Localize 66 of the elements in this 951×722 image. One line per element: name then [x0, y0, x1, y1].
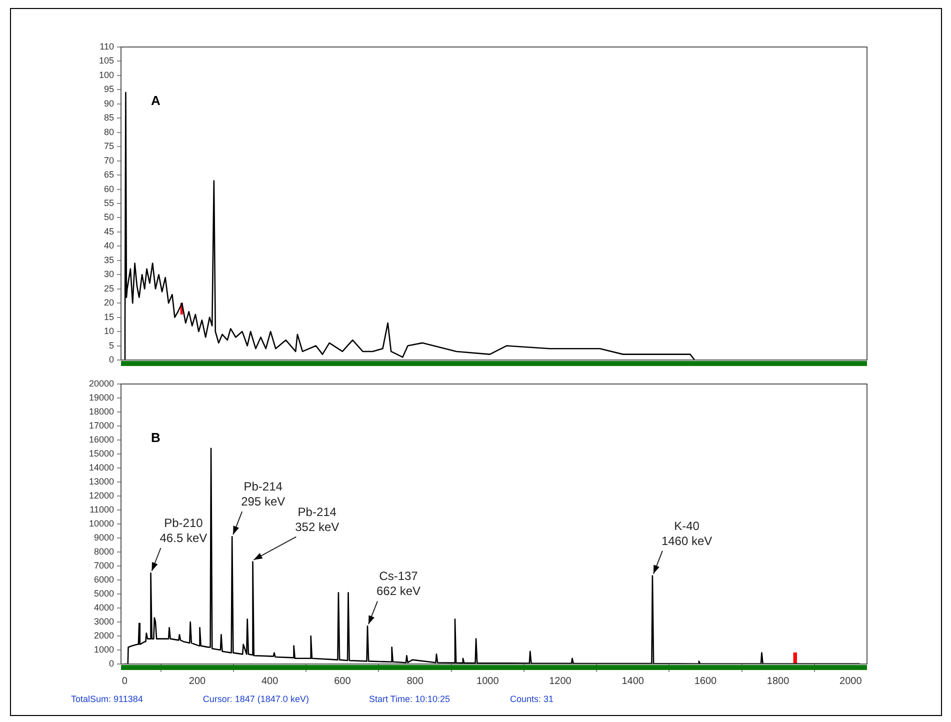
- y-tick-label: 19000: [88, 392, 114, 402]
- text: Cursor: 1847 (1847.0 keV): [202, 694, 309, 704]
- y-tick-label: 55: [104, 198, 114, 208]
- x-tick-label: 1800: [766, 676, 790, 687]
- x-tick-label: 0: [122, 676, 128, 687]
- y-tick-label: 15: [104, 312, 114, 322]
- y-tick-label: 13000: [88, 476, 114, 486]
- y-tick-label: 0: [108, 658, 114, 668]
- x-tick-label: 800: [406, 676, 424, 687]
- text: TotalSum: 911384: [71, 694, 143, 704]
- y-tick-label: 10: [104, 326, 114, 336]
- y-tick-label: 4000: [94, 602, 114, 612]
- y-tick-label: 20: [104, 298, 114, 308]
- annotation: Pb-214 352 keV: [295, 504, 340, 534]
- y-tick-label: 100: [98, 70, 114, 80]
- y-tick-label: 2000: [94, 630, 114, 640]
- annotation: K-40 1460 keV: [661, 518, 712, 548]
- annotation: Pb-214 295 keV: [241, 480, 286, 509]
- y-tick-label: 6000: [94, 574, 114, 584]
- x-tick-label: 1600: [694, 676, 718, 687]
- text: Start Time: 10:10:25: [368, 694, 450, 704]
- y-tick-label: 10000: [88, 518, 114, 528]
- text: Counts: 31: [510, 694, 554, 704]
- y-tick-label: 5: [108, 340, 114, 350]
- text: A: [151, 93, 161, 108]
- y-tick-label: 50: [104, 212, 114, 222]
- annotation: Pb-210 46.5 keV: [160, 516, 208, 545]
- y-tick-label: 0: [108, 354, 114, 364]
- y-tick-label: 65: [104, 170, 114, 180]
- y-tick-label: 25: [104, 283, 114, 294]
- y-tick-label: 60: [104, 184, 114, 194]
- y-tick-label: 7000: [94, 560, 114, 570]
- y-tick-label: 20000: [88, 378, 114, 388]
- y-tick-label: 30: [104, 269, 114, 280]
- y-tick-label: 95: [104, 84, 114, 94]
- y-tick-label: 105: [98, 56, 114, 66]
- y-tick-label: 11000: [90, 504, 114, 514]
- x-tick-label: 200: [188, 676, 206, 687]
- y-tick-label: 70: [104, 155, 114, 166]
- y-tick-label: 12000: [88, 490, 114, 500]
- y-tick-label: 80: [104, 126, 114, 137]
- y-tick-label: 90: [104, 98, 114, 108]
- y-tick-label: 8000: [94, 546, 114, 556]
- y-tick-label: 110: [100, 41, 114, 52]
- x-tick-label: 1400: [622, 676, 644, 687]
- x-tick-label: 2000: [840, 676, 862, 687]
- y-tick-label: 3000: [94, 616, 114, 626]
- y-tick-label: 5000: [94, 588, 114, 598]
- x-tick-label: 400: [261, 676, 279, 687]
- y-tick-label: 9000: [94, 532, 114, 542]
- x-tick-label: 1000: [476, 676, 500, 687]
- y-tick-label: 1000: [94, 644, 114, 654]
- y-tick-label: 17000: [88, 420, 114, 430]
- y-tick-label: 18000: [88, 406, 114, 416]
- x-tick-label: 600: [334, 676, 352, 687]
- y-tick-label: 14000: [88, 462, 114, 472]
- y-tick-label: 40: [104, 240, 114, 251]
- y-tick-label: 75: [104, 141, 114, 152]
- y-tick-label: 16000: [88, 434, 114, 444]
- annotation: Cs-137 662 keV: [376, 569, 421, 598]
- x-tick-label: 1200: [549, 676, 572, 687]
- y-tick-label: 45: [104, 226, 114, 236]
- y-tick-label: 15000: [88, 448, 114, 458]
- text: B: [151, 430, 160, 446]
- y-tick-label: 85: [104, 112, 114, 123]
- y-tick-label: 35: [104, 254, 114, 265]
